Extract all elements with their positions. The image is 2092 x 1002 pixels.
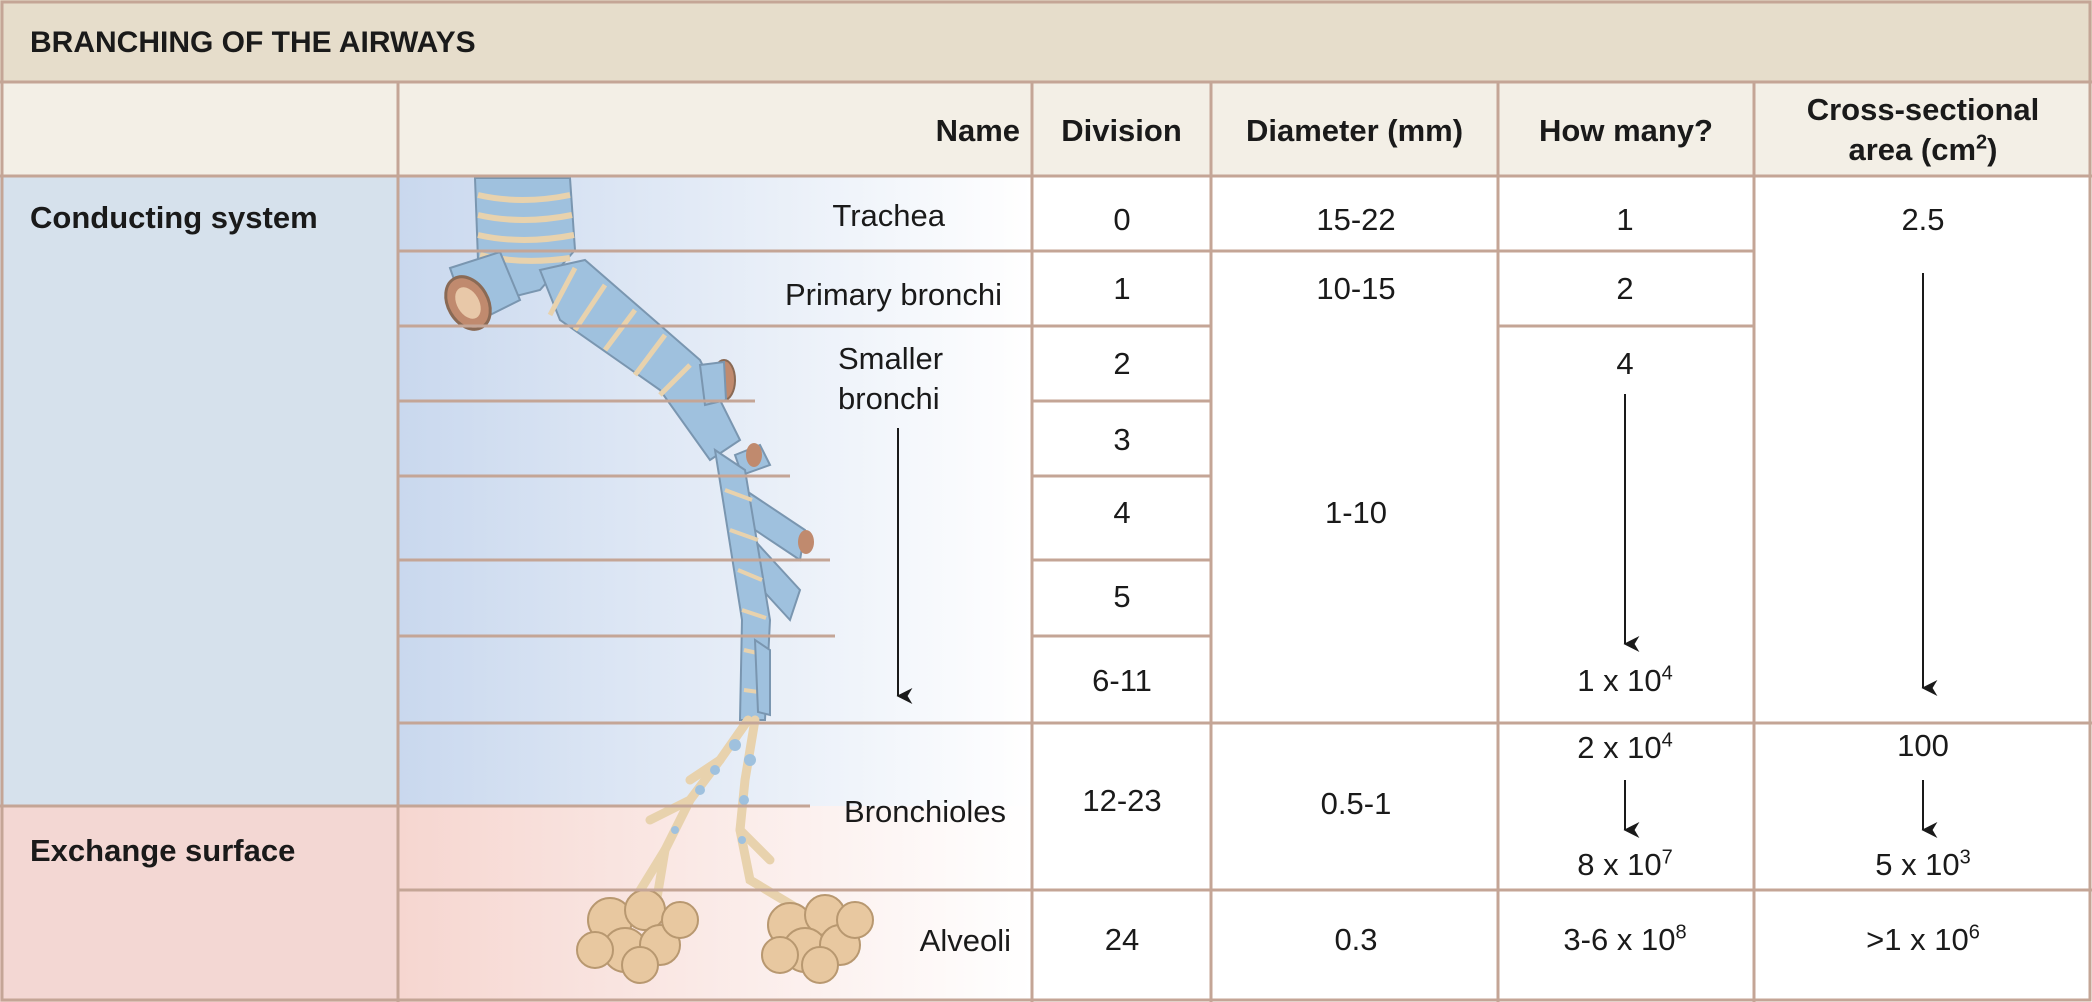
label-conducting-system: Conducting system <box>30 200 318 235</box>
diameter-primary: 10-15 <box>1316 271 1396 306</box>
division-12-23: 12-23 <box>1082 783 1162 818</box>
title-bar <box>0 0 2092 82</box>
trend-arrows <box>896 273 1938 838</box>
howmany-smaller-end: 1 x 104 <box>1577 662 1673 698</box>
airway-tree-illustration <box>444 177 874 984</box>
header-name: Name <box>935 113 1020 148</box>
name-smaller-bronchi-line2: bronchi <box>838 381 940 416</box>
name-alveoli: Alveoli <box>919 923 1011 958</box>
conducting-system-bg <box>0 176 398 806</box>
page-title: BRANCHING OF THE AIRWAYS <box>30 26 476 59</box>
division-24: 24 <box>1104 922 1140 957</box>
howmany-primary: 2 <box>1616 271 1634 306</box>
exchange-surface-bg <box>0 806 398 1002</box>
diameter-smaller: 1-10 <box>1324 495 1388 530</box>
exchange-illustration-bg <box>398 806 1032 1002</box>
division-trachea: 0 <box>1113 202 1131 237</box>
header-diameter: Diameter (mm) <box>1245 113 1464 148</box>
howmany-bronchioles-start: 2 x 104 <box>1577 729 1673 765</box>
howmany-trachea: 1 <box>1616 202 1634 237</box>
header-how-many: How many? <box>1539 113 1713 148</box>
division-3: 3 <box>1113 422 1131 457</box>
header-cross-section-line2: area (cm2) <box>1848 131 1998 167</box>
cross-section-trachea: 2.5 <box>1901 202 1945 237</box>
cross-section-bronchioles-end: 5 x 103 <box>1875 846 1971 882</box>
name-primary-bronchi: Primary bronchi <box>784 277 1002 312</box>
division-4: 4 <box>1113 495 1131 530</box>
diameter-alveoli: 0.3 <box>1334 922 1378 957</box>
name-bronchioles: Bronchioles <box>844 794 1006 829</box>
cross-section-bronchioles-start: 100 <box>1897 728 1949 763</box>
division-6-11: 6-11 <box>1092 663 1152 698</box>
header-division: Division <box>1061 113 1182 148</box>
howmany-smaller-start: 4 <box>1616 346 1634 381</box>
name-smaller-bronchi-line1: Smaller <box>838 341 944 376</box>
header-cross-section-line1: Cross-sectional <box>1806 92 2040 127</box>
name-trachea: Trachea <box>832 198 945 233</box>
cross-section-alveoli: >1 x 106 <box>1866 921 1980 957</box>
howmany-alveoli: 3-6 x 108 <box>1563 921 1687 957</box>
howmany-bronchioles-end: 8 x 107 <box>1577 846 1673 882</box>
diameter-trachea: 15-22 <box>1316 202 1396 237</box>
diameter-bronchioles: 0.5-1 <box>1320 786 1392 821</box>
division-5: 5 <box>1113 579 1131 614</box>
header-row <box>0 82 2092 176</box>
alveoli-cluster-right-icon <box>761 894 874 984</box>
division-primary: 1 <box>1113 271 1131 306</box>
division-2: 2 <box>1113 346 1131 381</box>
alveoli-cluster-left-icon <box>576 889 699 984</box>
label-exchange-surface: Exchange surface <box>30 833 296 868</box>
